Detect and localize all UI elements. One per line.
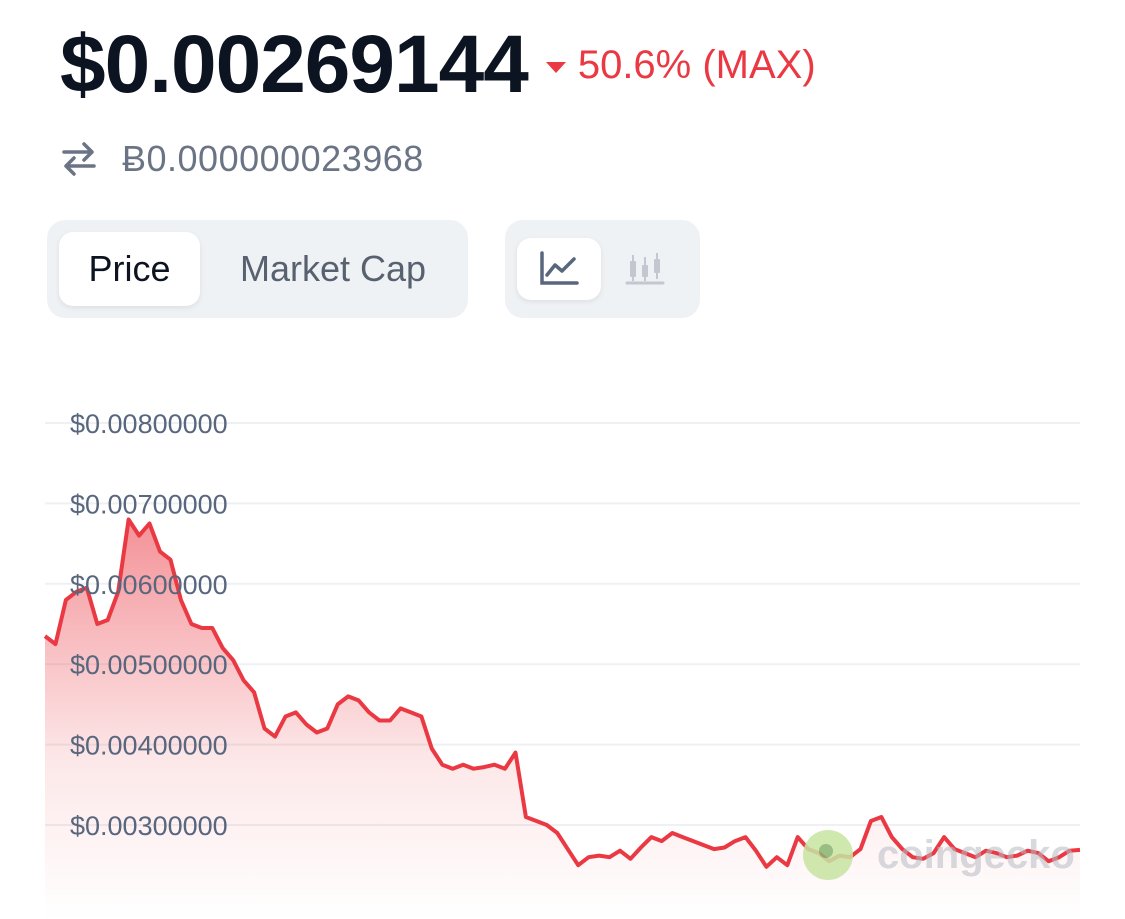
price-change: 50.6% (MAX)	[545, 43, 816, 87]
current-price: $0.00269144	[60, 19, 529, 110]
tab-market-cap[interactable]: Market Cap	[239, 248, 427, 289]
line-chart-button[interactable]	[517, 238, 601, 300]
watermark: coingecko	[803, 830, 1075, 880]
caret-down-icon	[545, 61, 566, 73]
candlestick-chart-icon	[625, 253, 665, 285]
y-tick-label: $0.00600000	[70, 570, 228, 600]
y-tick-label: $0.00300000	[70, 811, 228, 841]
price-chart[interactable]: $0.00800000 $0.00700000 $0.00600000 $0.0050…	[0, 380, 1125, 919]
price-change-value: 50.6% (MAX)	[577, 43, 816, 87]
chart-type-toggle	[505, 220, 700, 318]
tab-price[interactable]: Price	[59, 232, 200, 306]
swap-arrows-icon[interactable]	[60, 140, 98, 178]
coingecko-logo-icon	[803, 830, 853, 880]
y-tick-label: $0.00500000	[70, 650, 228, 680]
y-tick-label: $0.00400000	[70, 731, 228, 761]
btc-price: Ƀ0.000000023968	[122, 138, 424, 179]
y-tick-label: $0.00700000	[70, 489, 228, 519]
btc-price-row: Ƀ0.000000023968	[60, 138, 424, 180]
candlestick-chart-button[interactable]	[603, 238, 687, 300]
watermark-text: coingecko	[877, 832, 1075, 877]
price-area	[45, 519, 1080, 919]
price-line	[43, 517, 1081, 869]
data-type-tabs: Price Market Cap	[47, 220, 468, 318]
price-header: $0.00269144 50.6% (MAX)	[60, 24, 816, 106]
line-chart-icon	[540, 251, 579, 285]
y-tick-label: $0.00800000	[70, 409, 228, 439]
